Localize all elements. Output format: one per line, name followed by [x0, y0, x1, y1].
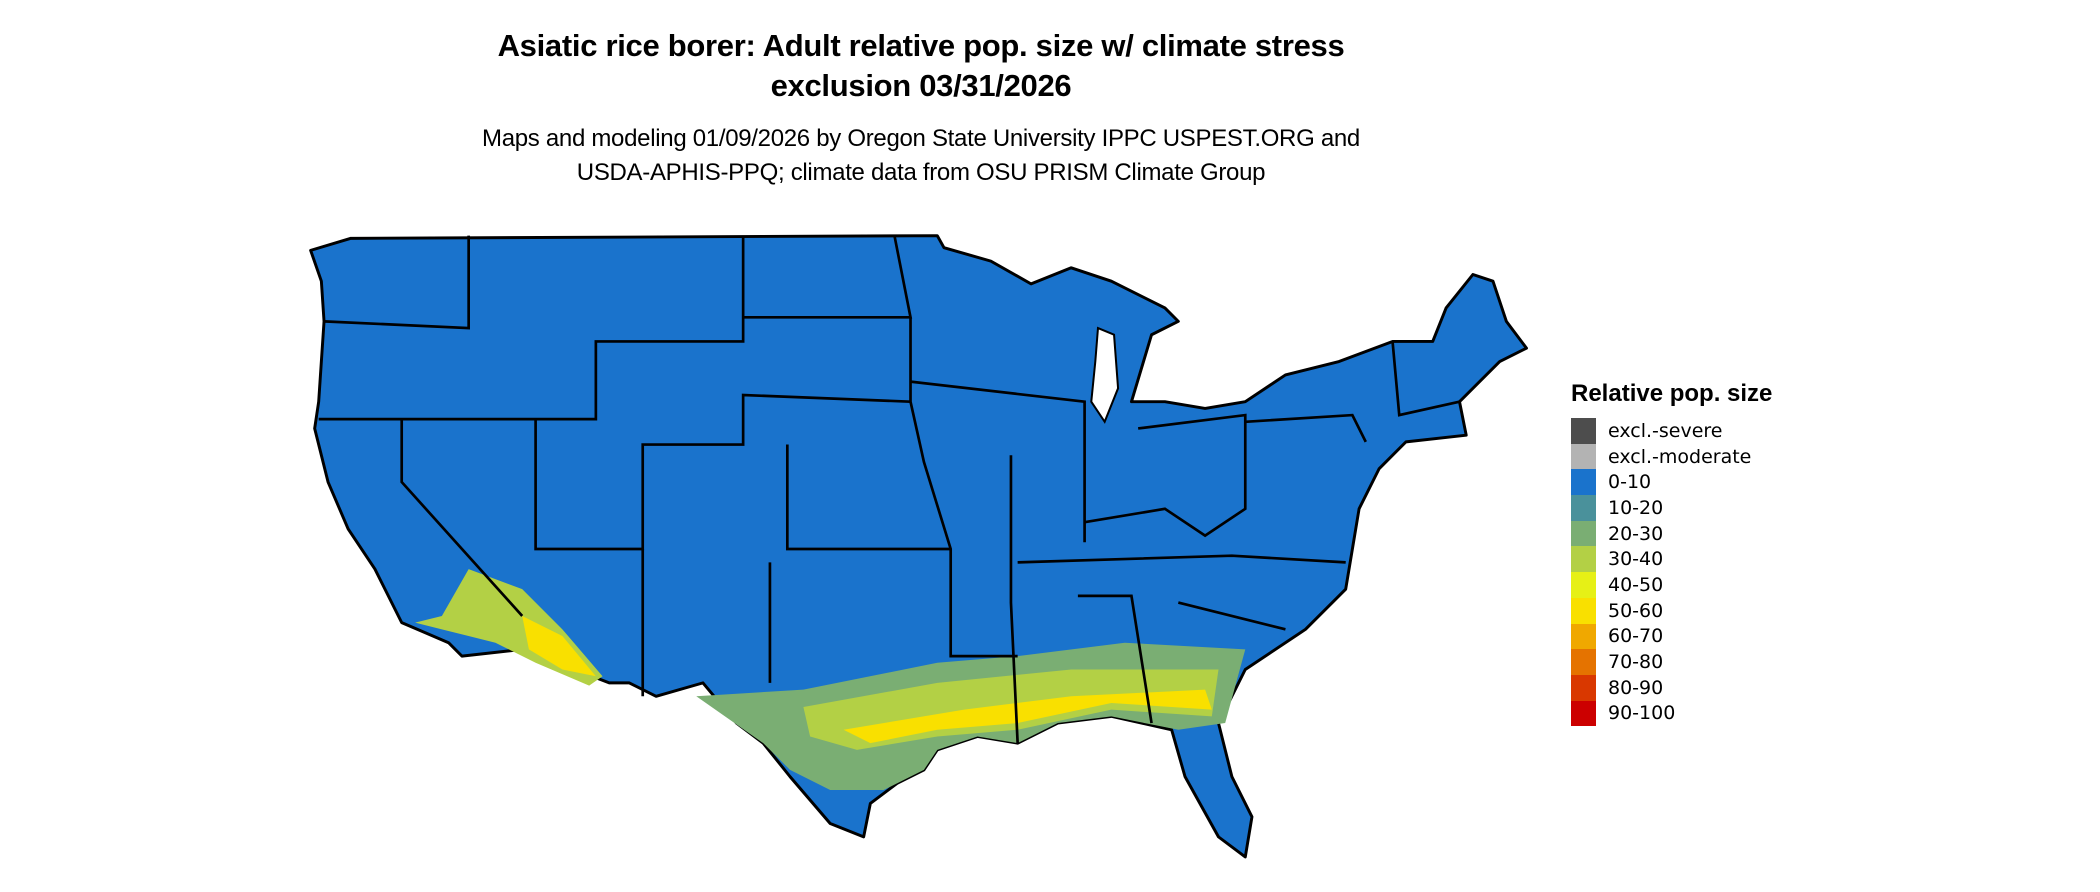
legend-label: 70-80: [1608, 651, 1664, 674]
legend-swatch: [1571, 649, 1596, 675]
map-title-line2: exclusion 03/31/2026: [770, 68, 1072, 103]
legend-label: 80-90: [1608, 676, 1664, 699]
band-50-60: [843, 689, 1212, 744]
legend-swatch: [1571, 623, 1596, 650]
legend-item: 40-50: [1571, 572, 1772, 598]
map-title-line1: Asiatic rice borer: Adult relative pop. …: [497, 28, 1345, 63]
legend-label: 10-20: [1608, 496, 1664, 519]
legend-item: 80-90: [1571, 674, 1772, 701]
legend-label: 0-10: [1608, 471, 1652, 494]
lake-michigan: [1090, 326, 1120, 424]
legend-item: 30-40: [1571, 546, 1772, 573]
map-title: Asiatic rice borer: Adult relative pop. …: [0, 26, 1842, 106]
legend-items: excl.-severe excl.-moderate 0-10 10-20 20-30…: [1571, 418, 1772, 727]
legend-item: 10-20: [1571, 495, 1772, 521]
legend-swatch: [1571, 572, 1596, 598]
legend-item: excl.-moderate: [1571, 443, 1772, 470]
legend-label: 50-60: [1608, 599, 1664, 622]
legend-item: 50-60: [1571, 597, 1772, 624]
legend: Relative pop. size excl.-severe excl.-mod…: [1571, 380, 1773, 727]
legend-swatch: [1571, 443, 1596, 470]
legend-item: 0-10: [1571, 469, 1772, 496]
map-subtitle-line1: Maps and modeling 01/09/2026 by Oregon S…: [482, 125, 1360, 152]
legend-item: 90-100: [1571, 700, 1772, 727]
map-subtitle-line2: USDA-APHIS-PPQ; climate data from OSU PR…: [576, 159, 1266, 186]
legend-item: 20-30: [1571, 520, 1772, 547]
legend-title: Relative pop. size: [1571, 380, 1773, 407]
legend-swatch: [1571, 418, 1596, 444]
legend-swatch: [1571, 495, 1596, 521]
legend-swatch: [1571, 700, 1596, 727]
map-subtitle: Maps and modeling 01/09/2026 by Oregon S…: [0, 122, 1842, 190]
legend-item: 70-80: [1571, 649, 1772, 675]
legend-label: 90-100: [1608, 702, 1676, 725]
legend-swatch: [1571, 469, 1596, 496]
legend-item: 60-70: [1571, 623, 1772, 650]
band-southwest-yellow: [522, 615, 596, 677]
legend-swatch: [1571, 674, 1596, 701]
legend-label: 40-50: [1608, 573, 1664, 596]
legend-label: 60-70: [1608, 625, 1664, 648]
state-boundaries: [318, 235, 1460, 744]
legend-swatch: [1571, 597, 1596, 624]
legend-swatch: [1571, 520, 1596, 547]
legend-label: 30-40: [1608, 548, 1664, 571]
legend-swatch: [1571, 546, 1596, 573]
legend-label: 20-30: [1608, 522, 1664, 545]
legend-item: excl.-severe: [1571, 418, 1772, 444]
legend-label: excl.-moderate: [1608, 445, 1752, 468]
legend-label: excl.-severe: [1608, 419, 1723, 442]
